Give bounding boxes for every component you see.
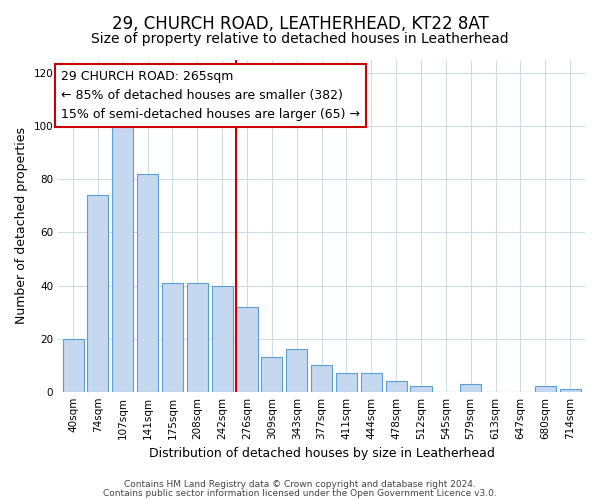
Bar — [535, 386, 556, 392]
Bar — [386, 381, 407, 392]
Bar — [311, 365, 332, 392]
Text: 29, CHURCH ROAD, LEATHERHEAD, KT22 8AT: 29, CHURCH ROAD, LEATHERHEAD, KT22 8AT — [112, 15, 488, 33]
Bar — [262, 357, 283, 392]
Text: Size of property relative to detached houses in Leatherhead: Size of property relative to detached ho… — [91, 32, 509, 46]
Bar — [361, 373, 382, 392]
Bar — [560, 389, 581, 392]
Bar — [137, 174, 158, 392]
Bar — [460, 384, 481, 392]
Bar — [162, 283, 183, 392]
Bar — [336, 373, 357, 392]
Bar — [410, 386, 431, 392]
Bar — [212, 286, 233, 392]
Bar — [286, 349, 307, 392]
Y-axis label: Number of detached properties: Number of detached properties — [15, 128, 28, 324]
Text: Contains HM Land Registry data © Crown copyright and database right 2024.: Contains HM Land Registry data © Crown c… — [124, 480, 476, 489]
Bar — [236, 307, 257, 392]
Text: 29 CHURCH ROAD: 265sqm
← 85% of detached houses are smaller (382)
15% of semi-de: 29 CHURCH ROAD: 265sqm ← 85% of detached… — [61, 70, 360, 121]
Bar — [62, 338, 83, 392]
Bar — [112, 126, 133, 392]
X-axis label: Distribution of detached houses by size in Leatherhead: Distribution of detached houses by size … — [149, 447, 494, 460]
Bar — [88, 196, 109, 392]
Bar — [187, 283, 208, 392]
Text: Contains public sector information licensed under the Open Government Licence v3: Contains public sector information licen… — [103, 489, 497, 498]
